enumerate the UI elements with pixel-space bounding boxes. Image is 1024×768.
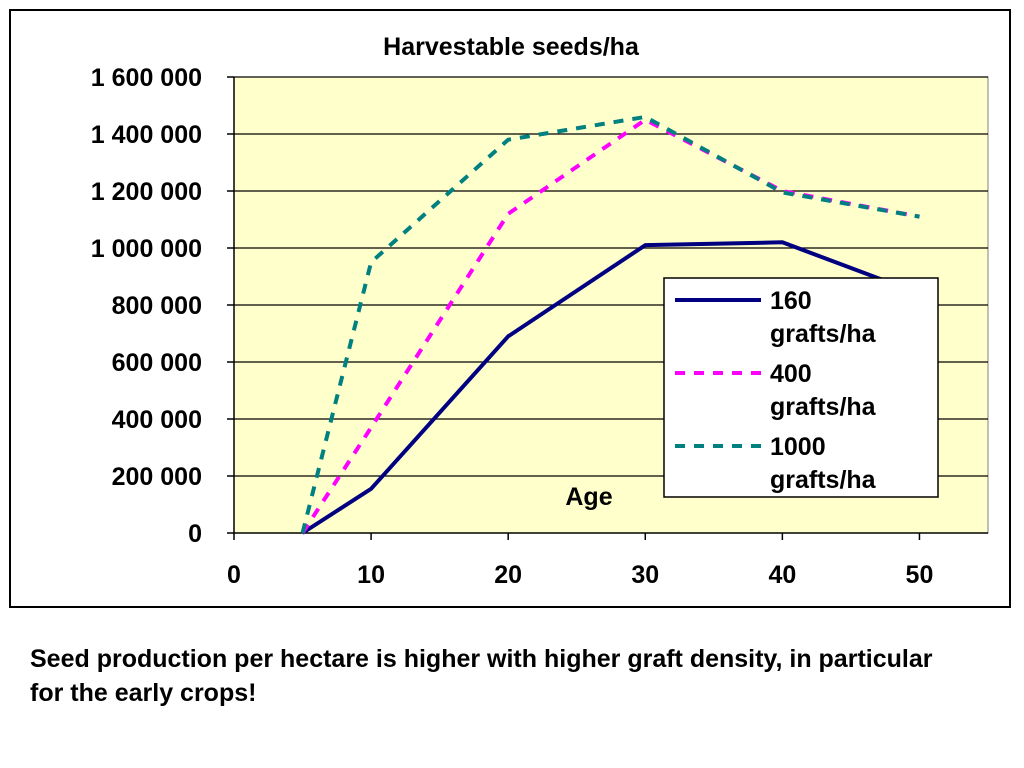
chart-svg: 0 200 000 400 000 600 000 800 000 1 000 000 1 … bbox=[91, 33, 989, 589]
y-tick-label: 1 600 000 bbox=[91, 64, 202, 92]
x-tick-label: 10 bbox=[357, 561, 385, 589]
series-line-3 bbox=[300, 114, 920, 534]
y-tick-label: 400 000 bbox=[112, 406, 202, 434]
chart-caption: Seed production per hectare is higher wi… bbox=[30, 645, 933, 707]
y-tick-label: 1 200 000 bbox=[91, 178, 202, 206]
y-tick-label: 1 000 000 bbox=[91, 235, 202, 263]
x-tick-label: 40 bbox=[768, 561, 796, 589]
legend-label-1: 160 grafts/ha bbox=[770, 287, 877, 348]
legend-label-3: 1000 grafts/ha bbox=[770, 433, 877, 494]
y-tick-label: 200 000 bbox=[112, 463, 202, 491]
x-tick-label: 0 bbox=[227, 561, 241, 589]
chart-title: Harvestable seeds/ha bbox=[383, 33, 640, 61]
series-line-1 bbox=[301, 240, 921, 535]
y-tick-label: 1 400 000 bbox=[91, 121, 202, 149]
chart-frame: 0 200 000 400 000 600 000 800 000 1 000 000 1 … bbox=[9, 9, 1011, 608]
x-tick-label: 50 bbox=[906, 561, 934, 589]
y-tick-label: 0 bbox=[188, 520, 202, 548]
y-tick-label: 800 000 bbox=[112, 292, 202, 320]
x-tick-label: 30 bbox=[631, 561, 659, 589]
legend-label-2: 400 grafts/ha bbox=[770, 360, 877, 421]
legend-box bbox=[663, 277, 939, 498]
x-axis-label: Age bbox=[565, 483, 612, 511]
y-tick-label: 600 000 bbox=[112, 349, 202, 377]
x-tick-label: 20 bbox=[494, 561, 522, 589]
